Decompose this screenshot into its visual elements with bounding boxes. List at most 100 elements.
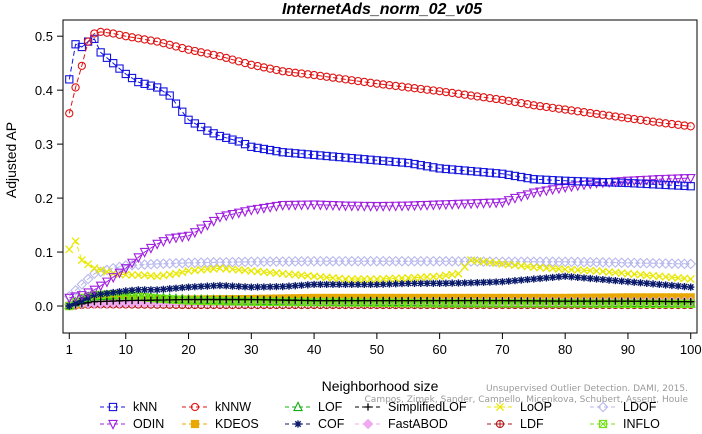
data-point <box>460 166 469 175</box>
data-point <box>649 297 657 305</box>
data-point <box>222 264 231 273</box>
data-point <box>674 273 683 283</box>
y-tick-label: 0.3 <box>35 137 53 152</box>
data-point <box>178 43 187 53</box>
data-point <box>623 114 633 123</box>
data-point <box>454 89 463 98</box>
data-point <box>466 199 477 210</box>
data-point <box>190 266 199 275</box>
data-point <box>410 159 419 169</box>
data-point <box>134 34 143 43</box>
data-point <box>423 272 432 282</box>
data-point <box>529 175 538 184</box>
data-point <box>618 277 626 285</box>
data-point <box>567 297 576 305</box>
data-point <box>278 67 287 76</box>
data-point <box>442 279 450 287</box>
data-point <box>529 101 538 110</box>
data-point <box>397 274 407 283</box>
data-point <box>366 274 375 284</box>
data-point <box>371 202 382 213</box>
data-point <box>283 200 294 211</box>
data-point <box>448 279 456 287</box>
data-point <box>461 279 469 287</box>
data-point <box>654 297 665 308</box>
y-tick-label: 0.2 <box>35 191 53 206</box>
data-point <box>221 211 232 222</box>
data-point <box>222 133 231 142</box>
data-point <box>64 293 75 304</box>
data-point <box>461 297 469 305</box>
data-point <box>503 196 514 207</box>
data-point <box>146 271 155 280</box>
data-point <box>390 201 401 212</box>
data-point <box>491 198 502 209</box>
data-point <box>392 280 400 288</box>
data-point <box>215 264 224 273</box>
data-point <box>354 280 362 289</box>
data-point <box>604 111 614 120</box>
data-point <box>216 281 224 290</box>
data-point <box>580 274 588 282</box>
data-point <box>310 280 318 289</box>
data-point <box>353 76 363 86</box>
data-point <box>228 55 237 64</box>
data-point <box>491 94 501 104</box>
data-point <box>164 234 175 245</box>
data-point <box>335 280 343 289</box>
data-point <box>285 282 293 290</box>
legend-marker <box>597 401 609 413</box>
data-point <box>247 266 256 275</box>
data-point <box>473 92 482 101</box>
data-point <box>127 258 138 269</box>
data-point <box>253 283 262 291</box>
data-point <box>667 181 677 190</box>
data-point <box>516 192 527 203</box>
data-point <box>247 60 256 69</box>
data-point <box>478 198 489 209</box>
legend-marker <box>496 420 504 428</box>
data-point <box>172 296 180 304</box>
data-point <box>291 68 300 77</box>
data-point <box>97 290 105 298</box>
data-point <box>667 119 677 129</box>
legend-marker <box>495 402 505 412</box>
data-point <box>441 87 451 97</box>
data-point <box>214 212 225 223</box>
data-point <box>548 264 557 273</box>
legend-label: LoOP <box>520 400 552 414</box>
data-point <box>459 199 470 210</box>
data-point <box>152 239 163 250</box>
data-point <box>404 297 412 305</box>
data-point <box>348 280 356 289</box>
data-point <box>159 39 168 48</box>
data-point <box>203 49 212 58</box>
data-point <box>235 282 243 291</box>
legend-label: KDEOS <box>215 417 259 431</box>
data-point <box>353 201 364 212</box>
data-point <box>360 297 368 305</box>
data-point <box>203 265 212 274</box>
data-point <box>165 40 174 49</box>
data-point <box>574 273 582 282</box>
data-point <box>630 278 638 286</box>
data-point <box>247 295 255 304</box>
data-point <box>523 297 532 305</box>
data-point <box>680 274 689 283</box>
data-point <box>416 84 425 94</box>
data-point <box>673 297 684 308</box>
data-point <box>447 199 458 210</box>
legend-item-loop: LoOP <box>487 400 552 414</box>
data-point <box>203 282 211 290</box>
data-point <box>354 297 362 305</box>
data-point <box>454 297 463 305</box>
data-point <box>554 264 563 273</box>
data-point <box>297 296 306 305</box>
data-point <box>630 114 639 124</box>
data-point <box>209 264 218 273</box>
legend-marker <box>190 419 200 429</box>
data-point <box>579 296 589 307</box>
data-point <box>145 243 156 254</box>
data-point <box>122 287 130 295</box>
data-point <box>65 75 74 84</box>
